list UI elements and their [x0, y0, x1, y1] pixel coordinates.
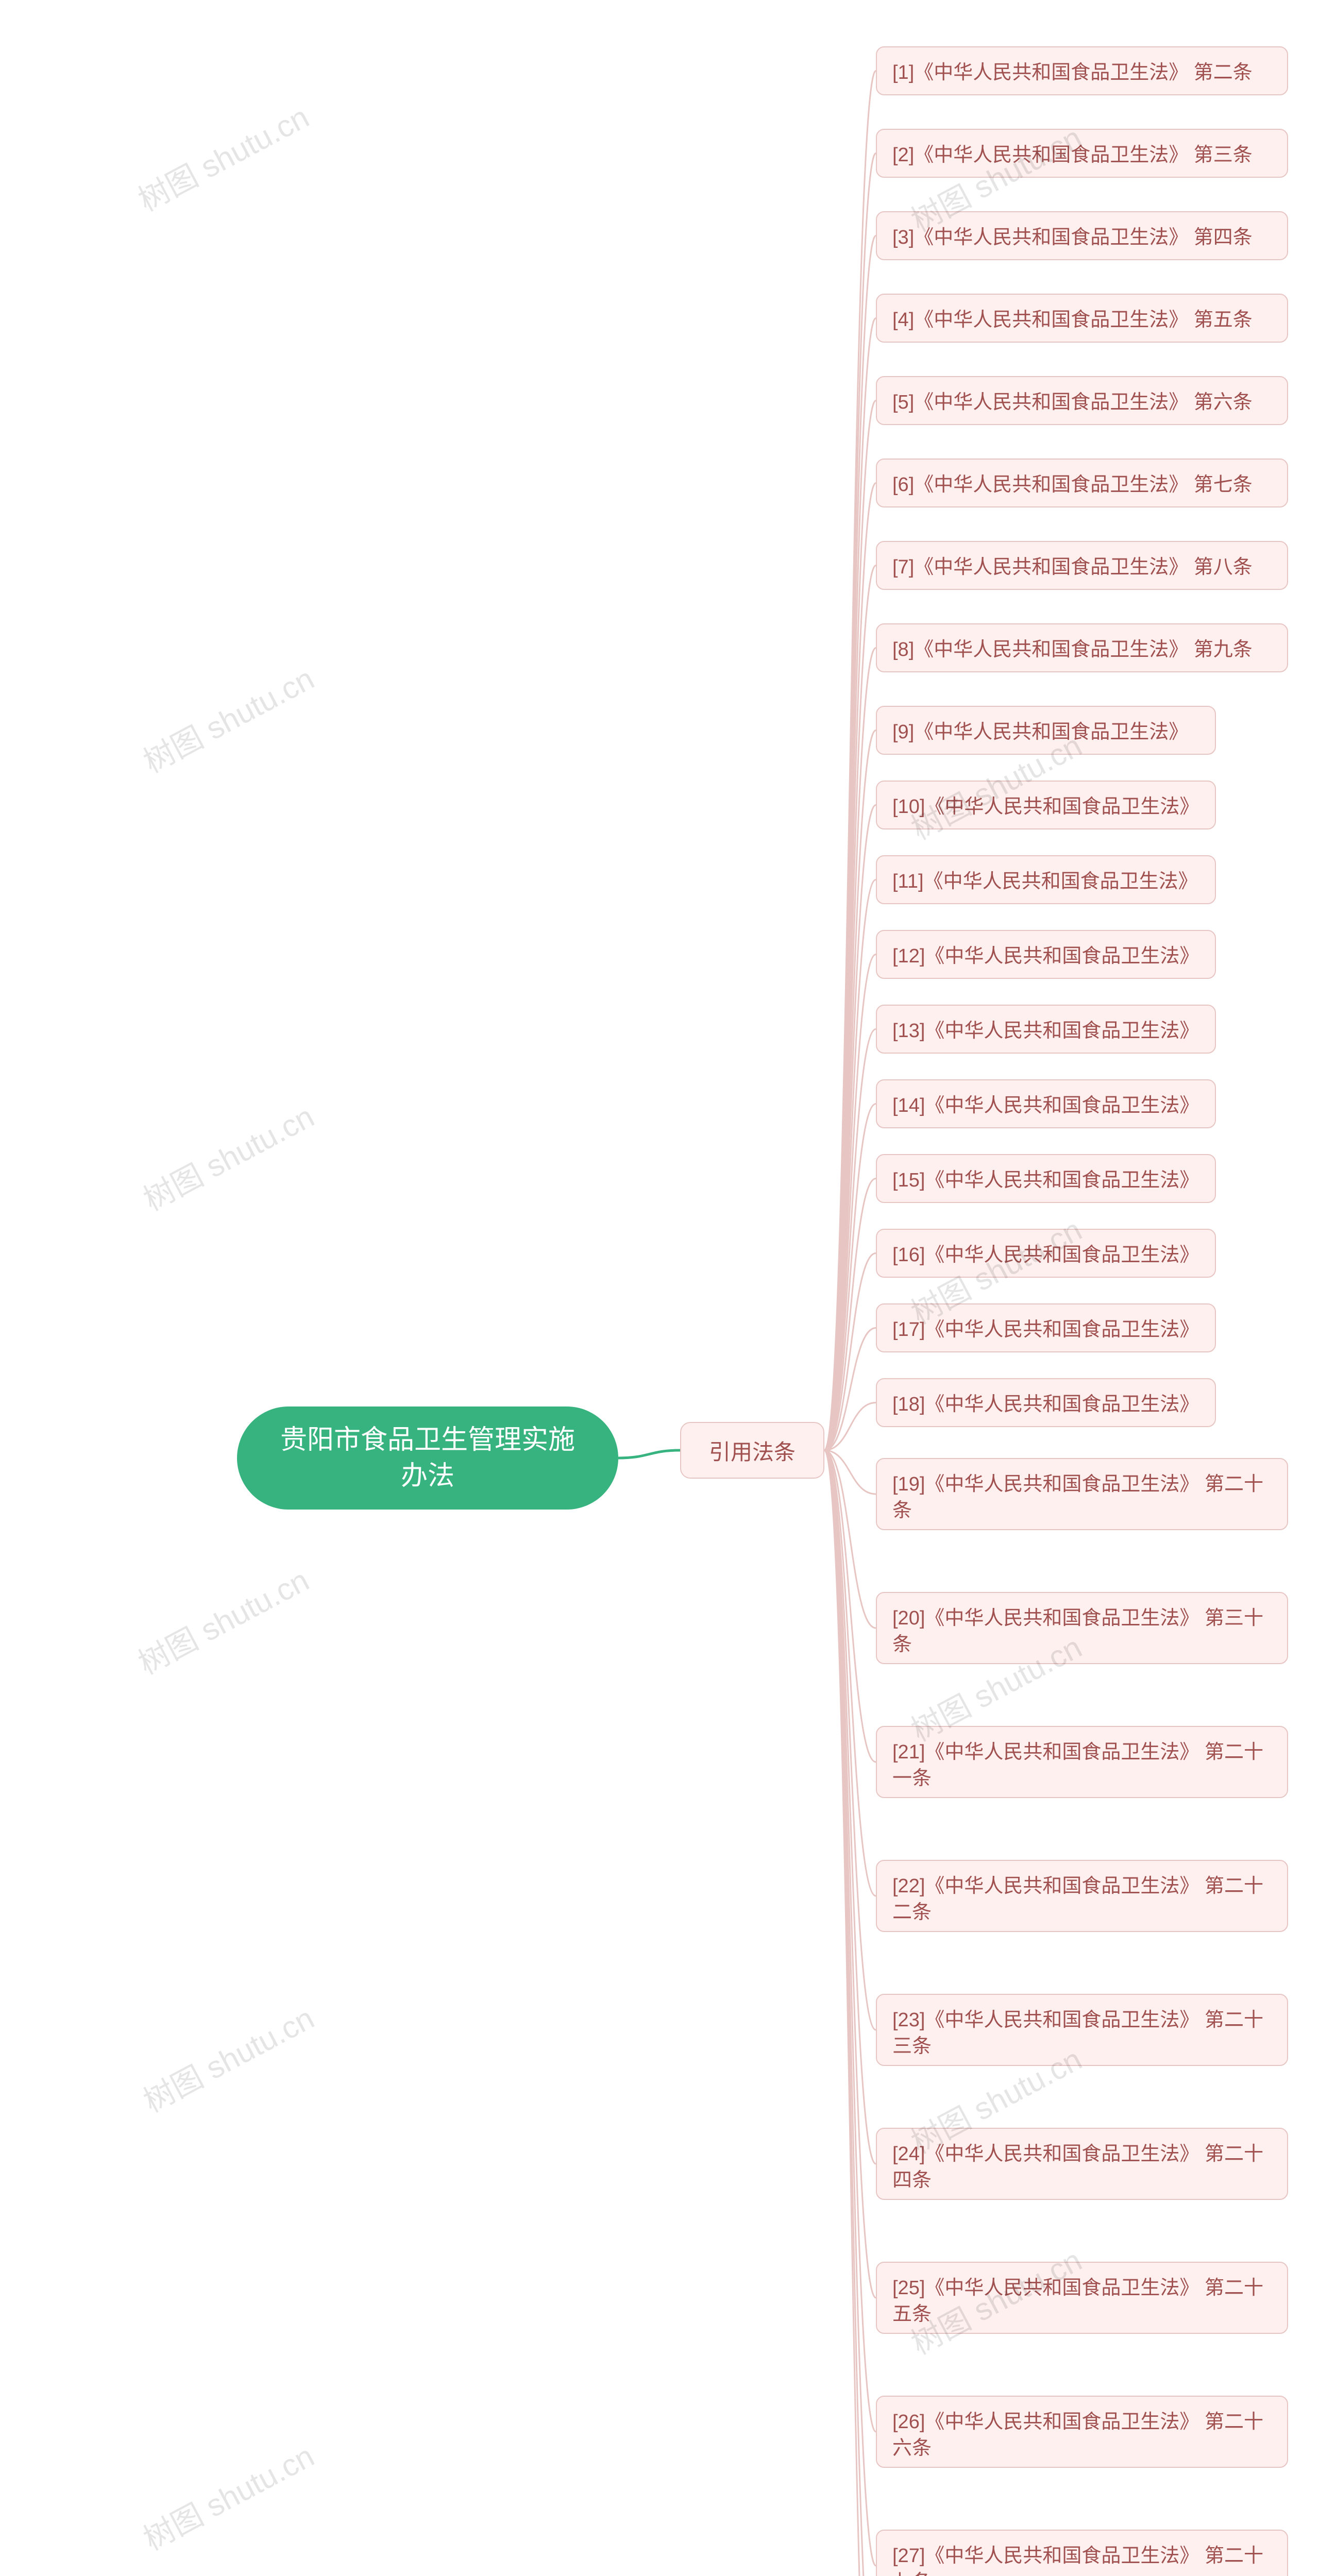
leaf-node-label: [27]《中华人民共和国食品卫生法》 第二十 七条 [892, 2545, 1263, 2576]
leaf-node-label: [18]《中华人民共和国食品卫生法》 [892, 1394, 1199, 1415]
sub-node-label: 引用法条 [709, 1435, 796, 1466]
leaf-node-label: [11]《中华人民共和国食品卫生法》 [892, 871, 1198, 892]
leaf-node-label: [17]《中华人民共和国食品卫生法》 [892, 1319, 1199, 1341]
leaf-node: [13]《中华人民共和国食品卫生法》 [876, 1005, 1216, 1054]
leaf-node-label: [16]《中华人民共和国食品卫生法》 [892, 1244, 1199, 1266]
leaf-node: [20]《中华人民共和国食品卫生法》 第三十 条 [876, 1592, 1288, 1664]
leaf-node: [6]《中华人民共和国食品卫生法》 第七条 [876, 459, 1288, 507]
leaf-node-label: [9]《中华人民共和国食品卫生法》 [892, 721, 1188, 743]
watermark: 树图 shutu.cn [129, 93, 316, 220]
mindmap-canvas: 贵阳市食品卫生管理实施 办法 引用法条 [1]《中华人民共和国食品卫生法》 第二… [0, 0, 1319, 2576]
leaf-node-label: [10]《中华人民共和国食品卫生法》 [892, 796, 1199, 818]
leaf-node: [23]《中华人民共和国食品卫生法》 第二十 三条 [876, 1994, 1288, 2066]
leaf-node: [1]《中华人民共和国食品卫生法》 第二条 [876, 46, 1288, 95]
leaf-node-label: [1]《中华人民共和国食品卫生法》 第二条 [892, 62, 1253, 83]
leaf-node-label: [7]《中华人民共和国食品卫生法》 第八条 [892, 556, 1253, 578]
leaf-node-label: [14]《中华人民共和国食品卫生法》 [892, 1095, 1199, 1116]
sub-node: 引用法条 [680, 1422, 824, 1479]
leaf-node-label: [24]《中华人民共和国食品卫生法》 第二十 四条 [892, 2143, 1263, 2191]
watermark: 树图 shutu.cn [134, 1092, 321, 1219]
leaf-node: [4]《中华人民共和国食品卫生法》 第五条 [876, 294, 1288, 343]
leaf-node: [27]《中华人民共和国食品卫生法》 第二十 七条 [876, 2530, 1288, 2576]
leaf-node: [2]《中华人民共和国食品卫生法》 第三条 [876, 129, 1288, 178]
leaf-node: [11]《中华人民共和国食品卫生法》 [876, 855, 1216, 904]
leaf-node: [14]《中华人民共和国食品卫生法》 [876, 1079, 1216, 1128]
leaf-node: [22]《中华人民共和国食品卫生法》 第二十 二条 [876, 1860, 1288, 1932]
leaf-node: [5]《中华人民共和国食品卫生法》 第六条 [876, 376, 1288, 425]
leaf-node: [9]《中华人民共和国食品卫生法》 [876, 706, 1216, 755]
leaf-node: [26]《中华人民共和国食品卫生法》 第二十 六条 [876, 2396, 1288, 2468]
leaf-node: [16]《中华人民共和国食品卫生法》 [876, 1229, 1216, 1278]
leaf-node: [7]《中华人民共和国食品卫生法》 第八条 [876, 541, 1288, 590]
leaf-node-label: [8]《中华人民共和国食品卫生法》 第九条 [892, 639, 1253, 660]
leaf-node-label: [13]《中华人民共和国食品卫生法》 [892, 1020, 1199, 1042]
leaf-node: [21]《中华人民共和国食品卫生法》 第二十 一条 [876, 1726, 1288, 1798]
leaf-node-label: [23]《中华人民共和国食品卫生法》 第二十 三条 [892, 2009, 1263, 2057]
leaf-node: [3]《中华人民共和国食品卫生法》 第四条 [876, 211, 1288, 260]
leaf-node: [25]《中华人民共和国食品卫生法》 第二十 五条 [876, 2262, 1288, 2334]
leaf-node-label: [26]《中华人民共和国食品卫生法》 第二十 六条 [892, 2411, 1263, 2459]
leaf-node-label: [2]《中华人民共和国食品卫生法》 第三条 [892, 144, 1253, 166]
leaf-node-label: [20]《中华人民共和国食品卫生法》 第三十 条 [892, 1607, 1263, 1655]
leaf-node-label: [6]《中华人民共和国食品卫生法》 第七条 [892, 474, 1253, 496]
leaf-node: [12]《中华人民共和国食品卫生法》 [876, 930, 1216, 979]
watermark: 树图 shutu.cn [134, 1994, 321, 2121]
leaf-node: [15]《中华人民共和国食品卫生法》 [876, 1154, 1216, 1203]
watermark: 树图 shutu.cn [134, 654, 321, 782]
leaf-node-label: [12]《中华人民共和国食品卫生法》 [892, 945, 1199, 967]
leaf-node-label: [22]《中华人民共和国食品卫生法》 第二十 二条 [892, 1875, 1263, 1923]
leaf-node-label: [25]《中华人民共和国食品卫生法》 第二十 五条 [892, 2277, 1263, 2325]
leaf-node-label: [4]《中华人民共和国食品卫生法》 第五条 [892, 309, 1253, 331]
root-node: 贵阳市食品卫生管理实施 办法 [237, 1406, 618, 1510]
leaf-node-label: [19]《中华人民共和国食品卫生法》 第二十 条 [892, 1473, 1263, 1521]
leaf-node-label: [21]《中华人民共和国食品卫生法》 第二十 一条 [892, 1741, 1263, 1789]
leaf-node: [19]《中华人民共和国食品卫生法》 第二十 条 [876, 1458, 1288, 1530]
leaf-node: [17]《中华人民共和国食品卫生法》 [876, 1303, 1216, 1352]
leaf-node: [18]《中华人民共和国食品卫生法》 [876, 1378, 1216, 1427]
leaf-node: [10]《中华人民共和国食品卫生法》 [876, 781, 1216, 829]
leaf-node: [24]《中华人民共和国食品卫生法》 第二十 四条 [876, 2128, 1288, 2200]
leaf-node-label: [5]《中华人民共和国食品卫生法》 第六条 [892, 392, 1253, 413]
leaf-node-label: [3]《中华人民共和国食品卫生法》 第四条 [892, 227, 1253, 248]
leaf-node-label: [15]《中华人民共和国食品卫生法》 [892, 1170, 1199, 1191]
root-node-label: 贵阳市食品卫生管理实施 办法 [280, 1422, 575, 1494]
leaf-node: [8]《中华人民共和国食品卫生法》 第九条 [876, 623, 1288, 672]
watermark: 树图 shutu.cn [134, 2432, 321, 2559]
watermark: 树图 shutu.cn [129, 1556, 316, 1683]
